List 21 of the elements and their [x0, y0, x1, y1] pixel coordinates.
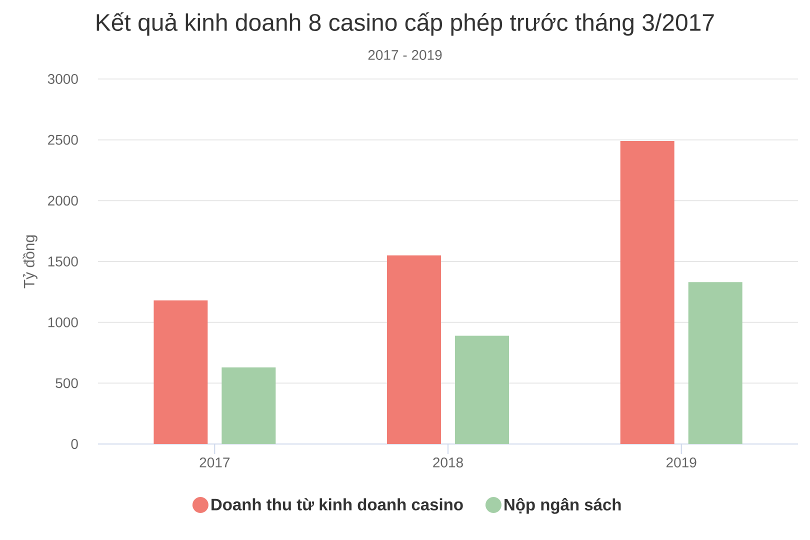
- bar: [455, 336, 510, 444]
- y-axis-title: Tỷ đồng: [22, 235, 38, 288]
- chart-title: Kết quả kinh doanh 8 casino cấp phép trước tháng 3/2017: [96, 12, 714, 36]
- x-tick-label: 2018: [433, 458, 463, 468]
- x-tick-label: 2019: [666, 458, 696, 468]
- bar: [154, 300, 208, 444]
- bar: [387, 255, 442, 444]
- y-tick-label: 3000: [48, 74, 78, 84]
- y-tick-label: 500: [56, 378, 78, 388]
- y-tick-label: 1500: [48, 256, 78, 266]
- legend-label: Doanh thu từ kinh doanh casino: [212, 498, 463, 510]
- bar: [620, 141, 674, 444]
- y-tick-label: 2000: [48, 196, 78, 206]
- bar: [222, 367, 276, 444]
- bar: [688, 282, 742, 444]
- y-tick-label: 0: [71, 439, 78, 449]
- y-tick-label: 2500: [48, 134, 78, 145]
- y-tick-label: 1000: [48, 317, 78, 328]
- chart-subtitle: 2017 - 2019: [368, 50, 442, 60]
- legend-label: Nộp ngân sách: [504, 498, 621, 514]
- x-tick-label: 2017: [200, 458, 230, 468]
